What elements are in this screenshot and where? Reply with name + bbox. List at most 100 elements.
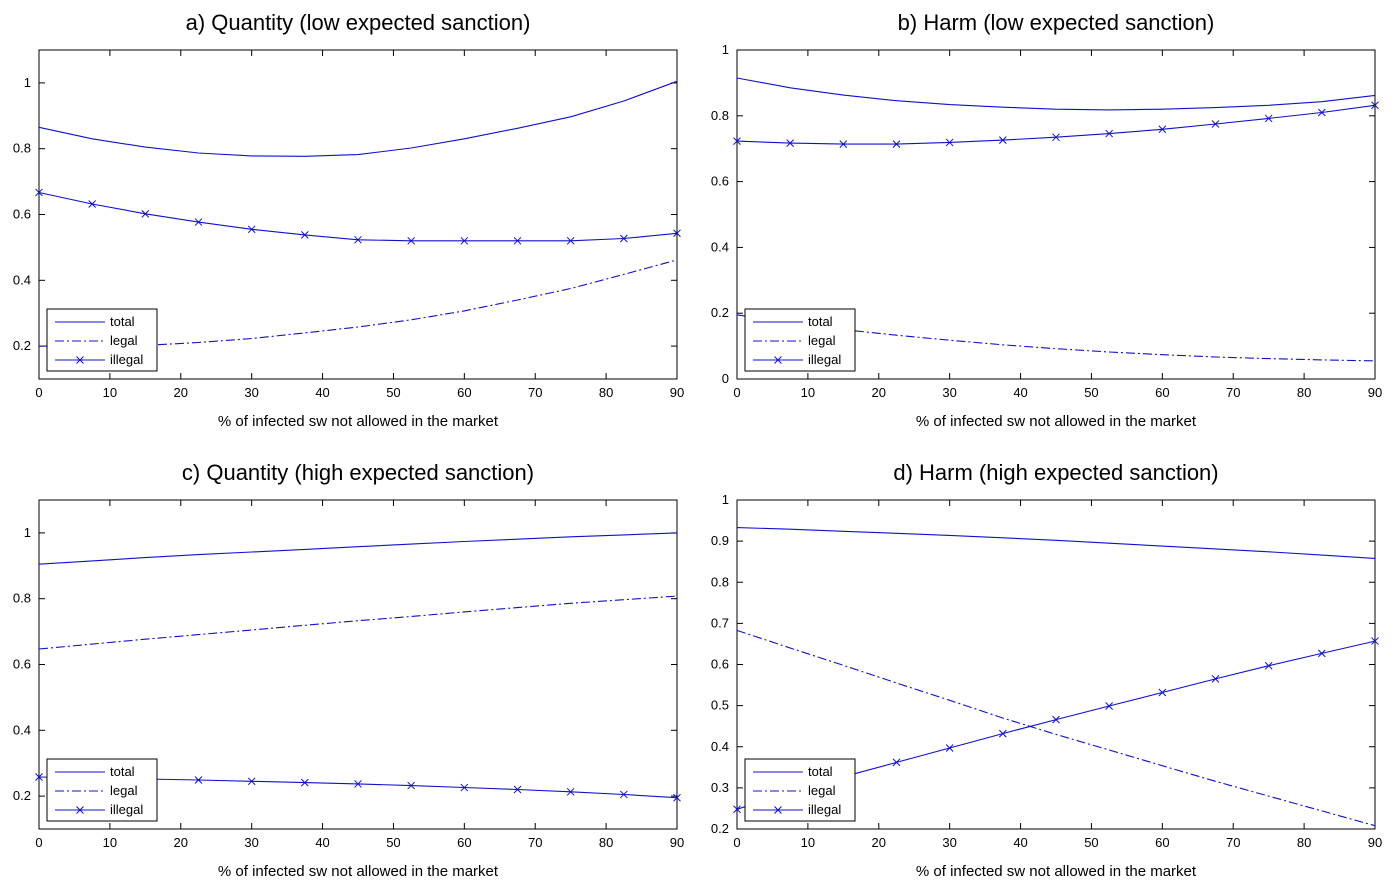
series-line-illegal — [38, 191, 678, 242]
data-point-illegal — [513, 785, 522, 794]
x-tick-label: 90 — [1368, 835, 1382, 850]
data-point-illegal — [945, 744, 954, 752]
data-point-illegal — [1105, 702, 1114, 710]
data-point-illegal — [35, 188, 43, 197]
series-line-legal — [38, 595, 678, 650]
chart-title: d) Harm (high expected sanction) — [893, 460, 1218, 485]
legend-box — [744, 758, 856, 822]
data-point-illegal — [1371, 637, 1379, 645]
data-point-illegal — [1105, 129, 1114, 138]
x-tick-label: 20 — [872, 835, 886, 850]
series-line-illegal — [736, 104, 1376, 145]
data-point-illegal — [1211, 120, 1220, 128]
legend: total legal illegal — [744, 758, 856, 822]
data-point-illegal — [839, 140, 848, 148]
data-point-illegal — [1052, 715, 1060, 724]
x-tick-label: 40 — [1013, 835, 1027, 850]
x-tick-label: 70 — [1226, 835, 1240, 850]
y-tick-label: 0.2 — [13, 338, 31, 353]
x-tick-label: 20 — [174, 385, 188, 400]
x-tick-label: 60 — [457, 385, 471, 400]
x-tick-label: 0 — [35, 385, 42, 400]
y-tick-label: 1 — [722, 492, 729, 507]
series-line-total — [38, 532, 678, 565]
x-tick-label: 60 — [1155, 835, 1169, 850]
series-line-total — [38, 80, 678, 157]
y-tick-label: 0.2 — [711, 305, 729, 320]
x-tick-label: 40 — [1013, 385, 1027, 400]
legend-box — [46, 758, 158, 822]
y-tick-label: 0.7 — [711, 615, 729, 630]
legend-label-total: total — [808, 764, 833, 779]
chart-panel-1: a) Quantity (low expected sanction) 0 10 20… — [13, 10, 684, 430]
data-point-illegal — [733, 137, 741, 145]
x-tick-label: 40 — [315, 385, 329, 400]
y-tick-label: 0.2 — [711, 821, 729, 836]
chart-title: c) Quantity (high expected sanction) — [182, 460, 534, 485]
x-tick-label: 10 — [801, 835, 815, 850]
plot-frame — [736, 49, 1376, 380]
data-point-illegal — [619, 790, 628, 799]
x-tick-label: 80 — [599, 385, 613, 400]
data-point-illegal — [673, 229, 681, 238]
x-tick-label: 60 — [1155, 385, 1169, 400]
data-point-illegal — [733, 805, 741, 814]
legend-label-illegal: illegal — [110, 352, 143, 367]
x-tick-label: 70 — [528, 835, 542, 850]
x-tick-label: 50 — [386, 385, 400, 400]
chart-panel-3: c) Quantity (high expected sanction) 0 10 2… — [13, 460, 684, 880]
y-tick-label: 0.4 — [13, 722, 31, 737]
legend-label-legal: legal — [808, 783, 836, 798]
x-tick-label: 30 — [244, 835, 258, 850]
data-point-illegal — [247, 225, 256, 234]
x-tick-label: 30 — [942, 385, 956, 400]
x-tick-label: 10 — [103, 835, 117, 850]
y-tick-label: 0.4 — [13, 272, 31, 287]
y-tick-label: 0.6 — [13, 207, 31, 222]
x-tick-label: 0 — [733, 385, 740, 400]
y-tick-label: 0.6 — [711, 657, 729, 672]
data-point-illegal — [892, 758, 901, 767]
data-point-illegal — [460, 783, 469, 792]
data-point-illegal — [141, 209, 150, 218]
data-point-illegal — [35, 773, 43, 781]
x-tick-label: 90 — [1368, 385, 1382, 400]
data-point-illegal — [1052, 133, 1060, 142]
y-tick-label: 0.9 — [711, 533, 729, 548]
x-axis-label: % of infected sw not allowed in the mark… — [218, 863, 499, 880]
y-tick-label: 0.8 — [711, 108, 729, 123]
x-tick-label: 20 — [174, 835, 188, 850]
x-tick-label: 30 — [942, 835, 956, 850]
series-line-total — [736, 77, 1376, 111]
chart-panel-2: b) Harm (low expected sanction)0 10 20 30 40… — [711, 10, 1382, 430]
series-line-legal — [736, 629, 1376, 827]
y-tick-label: 0 — [722, 371, 729, 386]
y-tick-label: 0.8 — [13, 591, 31, 606]
legend-label-illegal: illegal — [808, 352, 841, 367]
legend-box — [744, 308, 856, 372]
x-tick-label: 0 — [733, 835, 740, 850]
data-point-illegal — [1317, 649, 1326, 658]
legend-label-legal: legal — [110, 783, 138, 798]
data-point-illegal — [460, 236, 469, 245]
x-tick-label: 60 — [457, 835, 471, 850]
x-tick-label: 40 — [315, 835, 329, 850]
legend-label-total: total — [110, 764, 135, 779]
legend-label-illegal: illegal — [808, 802, 841, 817]
legend-box — [46, 308, 158, 372]
data-point-illegal — [300, 778, 309, 787]
x-tick-label: 80 — [599, 835, 613, 850]
legend-marker-illegal — [76, 806, 84, 814]
y-tick-label: 0.3 — [711, 780, 729, 795]
data-point-illegal — [407, 781, 416, 790]
y-tick-label: 0.6 — [711, 174, 729, 189]
x-tick-label: 10 — [801, 385, 815, 400]
y-tick-label: 1 — [722, 42, 729, 57]
chart-panel-4: d) Harm (high expected sanction) 0 10 20 30 4… — [711, 460, 1382, 880]
legend-label-total: total — [110, 314, 135, 329]
x-tick-label: 30 — [244, 385, 258, 400]
legend: total legal illegal — [744, 308, 856, 372]
data-point-illegal — [1158, 125, 1167, 134]
x-axis-label: % of infected sw not allowed in the mark… — [916, 413, 1197, 430]
